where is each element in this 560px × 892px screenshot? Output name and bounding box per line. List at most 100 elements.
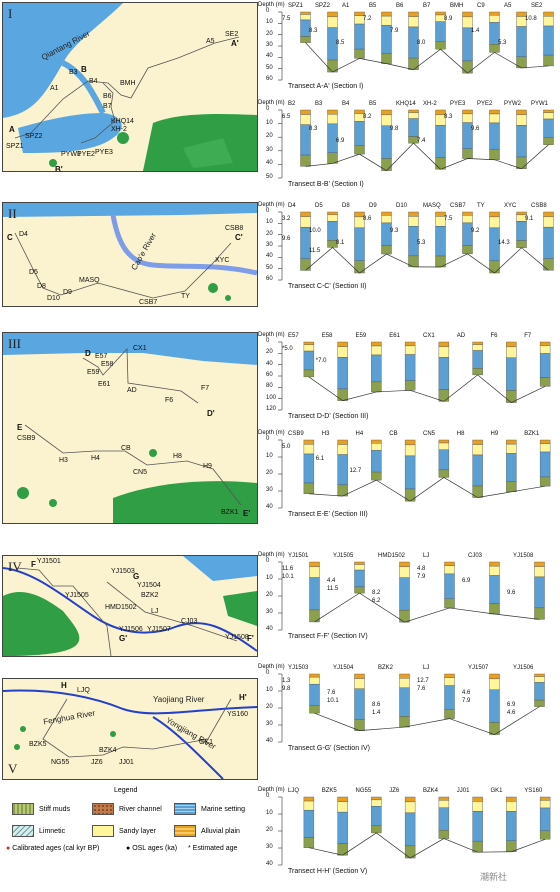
core-layer [300, 154, 311, 167]
core-name: XYC [504, 203, 517, 209]
core-layer [539, 377, 551, 387]
transect-graphic [278, 673, 545, 743]
depth-tick-label: 10 [266, 810, 273, 816]
core-layer [300, 114, 311, 125]
core-layer [404, 812, 416, 847]
age-label: 8.3 [309, 126, 318, 132]
age-label: 6.9 [336, 138, 345, 144]
transect-panel-2: Depth (m) 0 10 20 30 40 50 B2 B3 B4 B5 KHQ14 XH-2 PYE… [258, 100, 558, 192]
core-layer [354, 569, 365, 588]
core-layer [300, 11, 311, 15]
age-label: 10.1 [327, 698, 339, 704]
core-layer [399, 577, 410, 611]
core-name: SPZ2 [315, 3, 331, 9]
age-label: 8.3 [309, 28, 318, 34]
age-label: 10.8 [525, 16, 537, 22]
core-layer [444, 677, 455, 686]
core-name: D4 [288, 203, 296, 209]
core-layer [435, 125, 446, 158]
depth-axis-label: Depth (m) [258, 100, 285, 106]
age-label: 1.4 [471, 28, 480, 34]
core-layer [489, 575, 500, 604]
legend: Legend Stiff muds River channel Marine s… [2, 787, 256, 892]
age-label: 4.4 [327, 578, 336, 584]
depth-tick-label: 20 [266, 30, 273, 37]
core-layer [534, 699, 545, 707]
core-layer [404, 354, 416, 381]
age-label: 8.2 [372, 590, 381, 596]
core-name: H9 [490, 431, 499, 437]
depth-tick-label: 30 [266, 721, 273, 727]
core-layer [404, 341, 416, 347]
core-layer [337, 346, 348, 358]
watermark: 潮新社 [480, 872, 508, 882]
transect-title: Transect D-D' (Section III) [288, 413, 369, 420]
age-label: 8.6 [372, 702, 381, 708]
core-layer [543, 25, 554, 56]
core-name: F7 [524, 333, 532, 339]
depth-tick-label: 30 [266, 609, 273, 615]
core-layer [506, 811, 517, 841]
core-layer [462, 215, 473, 224]
core-name: PYE3 [450, 101, 466, 107]
core-layer [534, 576, 545, 609]
depth-tick-label: 40 [266, 253, 273, 260]
core-layer [408, 216, 419, 227]
age-label: 5.3 [498, 40, 507, 46]
core-name: JZ6 [389, 788, 400, 794]
age-label: 7.5 [444, 216, 453, 222]
core-layer [371, 345, 382, 356]
transect-graphic [278, 109, 554, 179]
legend-alluvial-plain: Alluvial plain [174, 825, 240, 837]
depth-tick-label: 60 [266, 276, 273, 282]
core-layer [300, 36, 311, 43]
core-layer [354, 227, 365, 262]
core-layer [381, 215, 392, 224]
core-layer [444, 673, 455, 678]
base-correlation-line [308, 374, 546, 404]
core-name: HMD1502 [378, 553, 406, 559]
core-layer [539, 796, 551, 801]
depth-tick-label: 20 [266, 470, 273, 476]
core-layer [303, 482, 315, 494]
core-layer [354, 561, 365, 565]
age-label: 8.0 [417, 40, 426, 46]
transect-title: Transect F-F' (Section IV) [288, 633, 368, 640]
core-layer [408, 211, 419, 217]
core-name: XH-2 [423, 101, 437, 107]
transect-title: Transect G-G' (Section IV) [288, 745, 370, 752]
core-layer [543, 137, 554, 145]
transect-graphic [278, 561, 545, 631]
core-name: B6 [396, 3, 404, 9]
base-correlation-line [308, 832, 546, 859]
age-label: 9.6 [471, 126, 480, 132]
depth-tick-label: 20 [266, 592, 273, 598]
core-name: D10 [396, 203, 408, 209]
core-layer [399, 673, 410, 679]
core-layer [516, 114, 527, 126]
map-1-graphic [3, 3, 257, 171]
age-label: 9.3 [390, 228, 399, 234]
core-name: E57 [288, 333, 299, 339]
core-name: SE2 [531, 3, 543, 9]
core-name: LJ [423, 665, 430, 671]
transect-graphic [278, 11, 554, 81]
age-label: 1.3 [282, 678, 291, 684]
core-layer [371, 825, 382, 834]
core-layer [337, 454, 348, 486]
core-name: PYW2 [504, 101, 522, 107]
core-name: H3 [321, 431, 330, 437]
core-layer [539, 476, 551, 487]
core-name: CJ03 [468, 553, 483, 559]
depth-tick-label: 40 [266, 738, 273, 744]
age-label: 11.5 [327, 586, 339, 592]
depth-tick-label: 30 [266, 487, 273, 493]
depth-tick-label: 40 [266, 53, 273, 60]
depth-tick-label: 60 [266, 76, 273, 82]
map-2-graphic [3, 203, 257, 301]
depth-tick-label: 10 [266, 219, 273, 226]
core-layer [543, 16, 554, 27]
core-layer [444, 565, 455, 575]
core-layer [539, 439, 551, 444]
core-layer [506, 439, 517, 445]
